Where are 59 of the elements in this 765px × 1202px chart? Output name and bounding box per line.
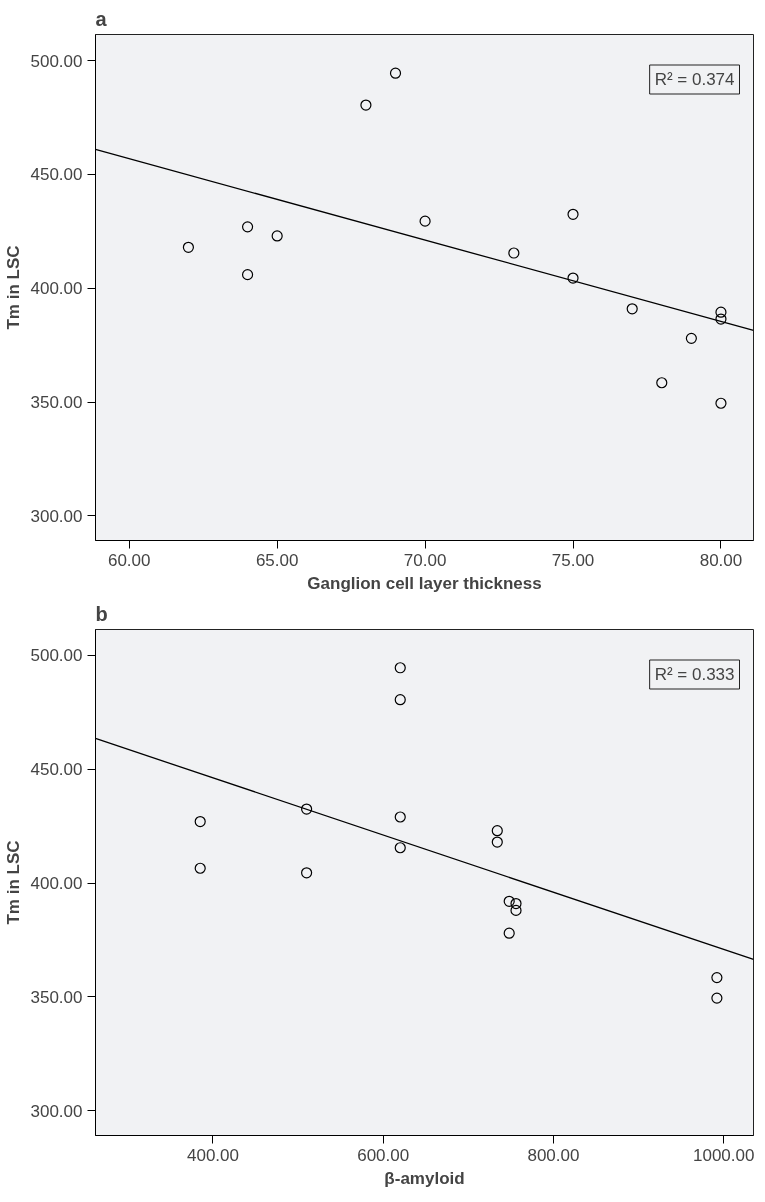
point [503, 895, 515, 907]
point [715, 313, 727, 325]
point [241, 269, 254, 281]
point [711, 972, 723, 984]
x-axis-title: Ganglion cell layer thickness [307, 573, 542, 593]
y-axis-title: Tm in LSC [3, 245, 23, 330]
point [715, 397, 727, 409]
point [194, 815, 206, 828]
point [491, 836, 503, 848]
point [360, 99, 372, 111]
x-tick-label: 65.00 [255, 550, 299, 570]
x-tick-label: 1000.00 [692, 1145, 755, 1165]
y-tick-label: 350.00 [30, 987, 83, 1007]
point [182, 241, 194, 253]
x-tick-label: 600.00 [357, 1145, 410, 1165]
point [715, 306, 727, 318]
point [241, 221, 254, 233]
point [685, 332, 697, 344]
point [419, 215, 431, 227]
x-tick-label: 70.00 [403, 550, 447, 570]
point [503, 927, 515, 939]
x-tick-label: 400.00 [186, 1145, 239, 1165]
x-tick-label: 60.00 [107, 550, 151, 570]
point [271, 230, 283, 242]
annotation: R² = 0.333 [654, 665, 735, 684]
point [510, 897, 522, 910]
y-tick-label: 300.00 [30, 1101, 83, 1121]
annotation: R² = 0.374 [654, 70, 735, 89]
point [301, 867, 313, 879]
x-tick-label: 800.00 [527, 1145, 580, 1165]
y-axis-title: Tm in LSC [3, 840, 23, 925]
point [626, 303, 638, 315]
y-tick-label: 500.00 [30, 51, 83, 71]
point [567, 208, 579, 220]
point [389, 67, 402, 79]
x-tick-label: 80.00 [699, 550, 743, 570]
point [301, 803, 313, 815]
point [394, 842, 406, 854]
point [656, 377, 668, 389]
y-tick-label: 300.00 [30, 506, 83, 526]
point [194, 862, 206, 874]
point [711, 992, 723, 1004]
y-tick-label: 400.00 [30, 874, 83, 894]
x-axis-title: β-amyloid [384, 1168, 465, 1188]
y-tick-label: 450.00 [30, 760, 83, 780]
point [394, 662, 406, 674]
point [567, 272, 579, 284]
point [510, 904, 522, 916]
y-tick-label: 450.00 [30, 165, 83, 185]
y-tick-label: 400.00 [30, 279, 83, 299]
point [491, 825, 503, 837]
chart-title: a [95, 7, 108, 30]
y-tick-label: 350.00 [30, 393, 83, 413]
chart-title: b [95, 602, 108, 625]
point [394, 694, 406, 706]
point [508, 247, 520, 259]
point [394, 811, 406, 823]
x-tick-label: 75.00 [551, 550, 595, 570]
y-tick-label: 500.00 [30, 646, 83, 666]
